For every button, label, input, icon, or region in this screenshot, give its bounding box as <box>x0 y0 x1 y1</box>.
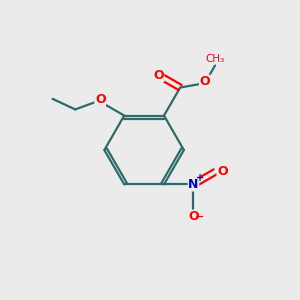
Text: O: O <box>95 93 106 106</box>
Text: CH₃: CH₃ <box>206 54 225 64</box>
Text: N: N <box>188 178 199 191</box>
Text: O: O <box>153 68 164 82</box>
Text: O: O <box>188 210 199 223</box>
Text: −: − <box>195 212 205 222</box>
Text: O: O <box>217 165 228 178</box>
Text: O: O <box>200 75 210 88</box>
Text: +: + <box>196 173 204 183</box>
